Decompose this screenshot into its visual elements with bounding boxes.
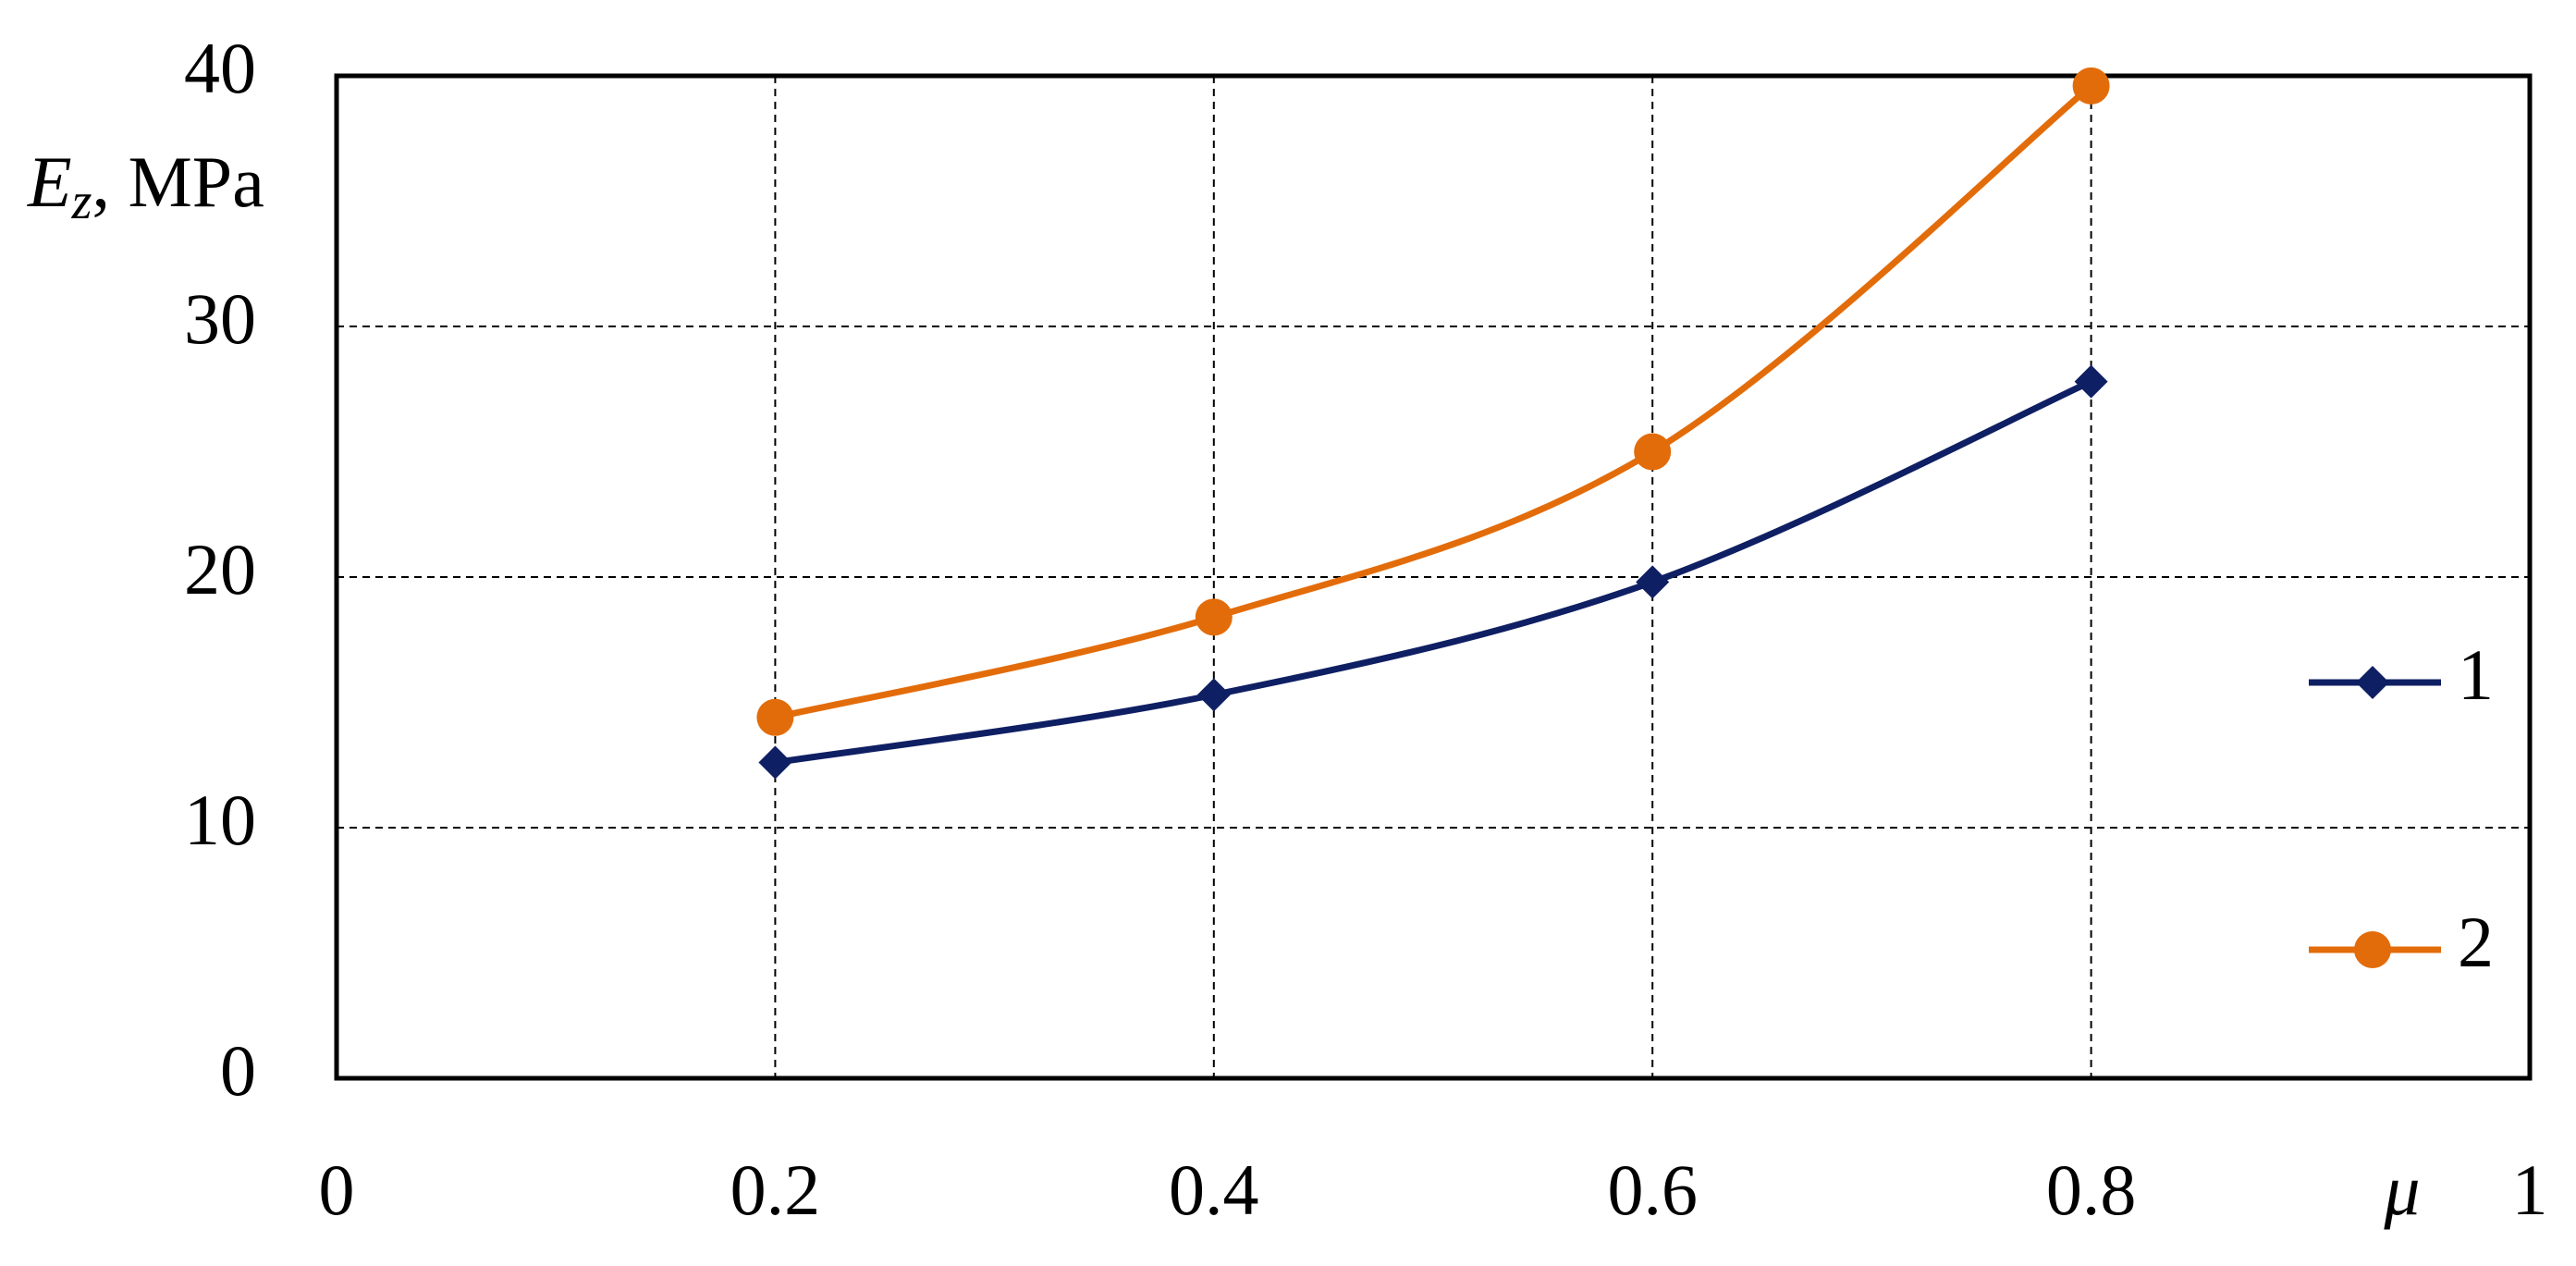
legend-marker [2356,666,2389,699]
marker [1196,678,1231,712]
marker [2072,67,2110,104]
x-tick-label: 0.4 [1169,1149,1259,1230]
series-line [774,378,2093,766]
x-tick-label: 0 [319,1149,355,1230]
marker [1634,433,1672,471]
x-tick-label: 0.8 [2046,1149,2137,1230]
x-tick-label: 0.6 [1607,1149,1698,1230]
marker [1636,565,1670,599]
series-line [774,83,2093,721]
legend-label: 1 [2458,634,2494,715]
marker [758,745,792,780]
y-label-sub: z [71,173,92,230]
y-label-main: E [27,141,72,222]
y-axis-label: Ez, MPa [27,141,264,230]
x-tick-label: 1 [2512,1149,2548,1230]
marker [2074,364,2108,399]
marker [1195,598,1233,636]
y-tick-label: 20 [184,529,256,609]
plot-frame [334,73,2533,1081]
y-tick-label: 0 [220,1030,256,1111]
x-axis-label: μ [2383,1149,2420,1230]
y-tick-label: 10 [184,780,256,860]
y-label-rest: , MPa [92,141,264,222]
y-tick-label: 40 [184,28,256,108]
legend-marker [2354,931,2391,968]
legend-label: 2 [2458,902,2494,982]
y-tick-label: 30 [184,278,256,359]
x-tick-label: 0.2 [730,1149,821,1230]
marker [756,698,794,736]
